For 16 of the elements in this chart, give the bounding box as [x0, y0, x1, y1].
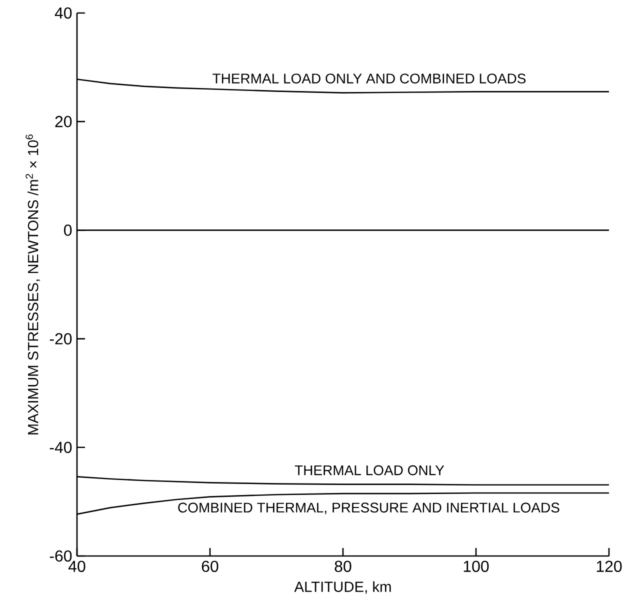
- x-tick-label: 60: [202, 560, 218, 572]
- y-tick-label: 0: [64, 224, 72, 236]
- series-label: THERMAL LOAD ONLY: [294, 465, 444, 476]
- x-tick-label: 120: [596, 560, 622, 572]
- series-label: THERMAL LOAD ONLY AND COMBINED LOADS: [212, 74, 526, 84]
- y-tick-label: -20: [50, 333, 72, 344]
- y-tick-label: -40: [50, 442, 72, 454]
- y-tick-label: 20: [55, 116, 72, 128]
- y-axis-title: MAXIMUM STRESSES, NEWTONS /m$^{2}$ × 10$^{6}$: [26, 134, 40, 434]
- x-axis-title: ALTITUDE, km: [294, 581, 391, 594]
- series-label: COMBINED THERMAL, PRESSURE AND INERTIAL LOADS: [178, 502, 560, 514]
- y-tick-label: 40: [54, 7, 72, 19]
- y-tick-label: -60: [50, 550, 72, 562]
- x-tick-label: 80: [334, 560, 352, 572]
- x-tick-label: 100: [464, 560, 489, 572]
- x-tick-label: 40: [68, 560, 86, 572]
